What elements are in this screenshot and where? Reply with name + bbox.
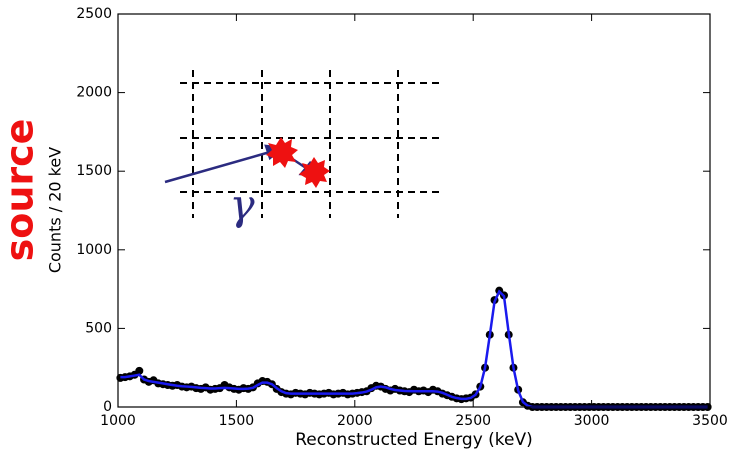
y-tick-label: 500 bbox=[85, 320, 112, 336]
gamma-symbol: γ bbox=[229, 180, 255, 229]
side-label: source bbox=[0, 119, 42, 262]
y-tick-label: 0 bbox=[103, 399, 112, 415]
data-point bbox=[135, 366, 144, 375]
x-tick-label: 3000 bbox=[574, 413, 610, 429]
y-tick-label: 2500 bbox=[76, 6, 112, 22]
gamma-path bbox=[164, 150, 271, 184]
x-tick-label: 2500 bbox=[455, 413, 491, 429]
x-axis-label: Reconstructed Energy (keV) bbox=[295, 430, 533, 450]
x-tick-label: 2000 bbox=[337, 413, 373, 429]
interaction-blob bbox=[266, 137, 298, 168]
y-tick-label: 1000 bbox=[76, 242, 112, 258]
x-tick-label: 3500 bbox=[692, 413, 728, 429]
plot-frame bbox=[117, 13, 711, 408]
interaction-blob bbox=[299, 157, 330, 188]
inset-diagram bbox=[180, 70, 440, 218]
x-tick-label: 1000 bbox=[100, 413, 136, 429]
y-tick-label: 2000 bbox=[76, 85, 112, 101]
y-tick-label: 1500 bbox=[76, 163, 112, 179]
x-tick-label: 1500 bbox=[219, 413, 255, 429]
y-axis-label: Counts / 20 keV bbox=[46, 147, 65, 273]
